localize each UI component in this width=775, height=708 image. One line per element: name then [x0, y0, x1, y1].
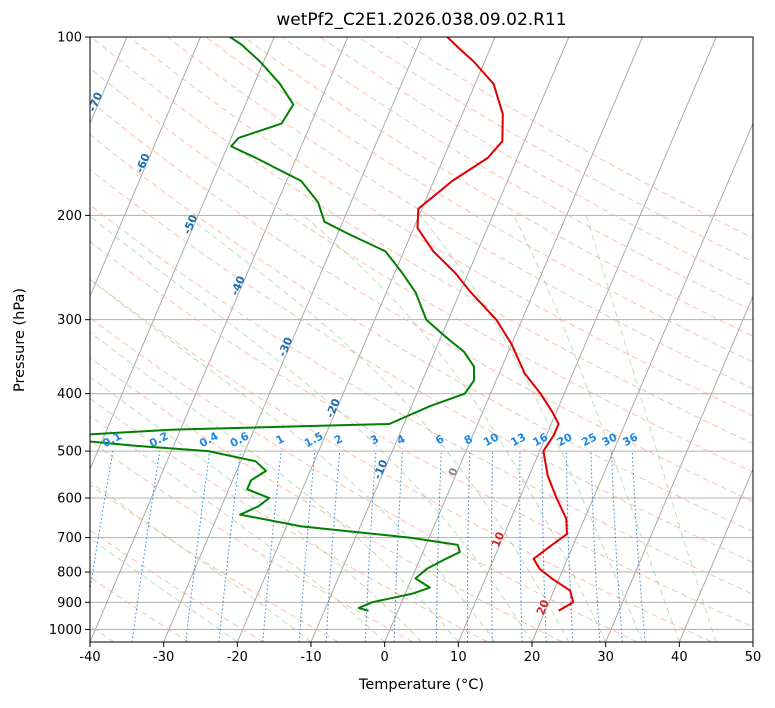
chart-title: wetPf2_C2E1.2026.038.09.02.R11 — [276, 10, 567, 30]
dry-adiabat-line — [90, 529, 264, 642]
dry-adiabat-line — [243, 37, 753, 337]
isotherm-line — [90, 37, 275, 471]
x-tick-label: -10 — [300, 650, 321, 665]
x-tick-label: -30 — [153, 650, 174, 665]
y-tick-label: 800 — [57, 566, 82, 581]
isotherm-label: 20 — [534, 597, 552, 616]
dry-adiabat-line — [90, 397, 488, 642]
moist-adiabat-line — [90, 537, 238, 642]
mixing-ratio-label: 16 — [531, 430, 551, 449]
y-tick-label: 100 — [57, 31, 82, 46]
y-tick-label: 300 — [57, 313, 82, 328]
x-tick-label: -20 — [227, 650, 248, 665]
mixing-ratio-label: 13 — [509, 430, 529, 449]
y-tick-label: 1000 — [49, 623, 82, 638]
moist-adiabat-line — [585, 215, 717, 642]
mixing-ratio-label: 1.5 — [302, 429, 325, 450]
mixing-ratio-line — [631, 451, 646, 642]
temperature-profile-line — [416, 37, 575, 612]
mixing-ratio-label: 3 — [368, 432, 381, 447]
dry-adiabat-line — [129, 37, 753, 417]
isotherm-line — [90, 37, 349, 642]
y-tick-label: 600 — [57, 492, 82, 507]
mixing-ratio-label: 25 — [579, 430, 599, 449]
isotherm-line — [531, 122, 753, 642]
mixing-ratio-line — [435, 451, 442, 642]
axes-frame — [89, 36, 754, 643]
mixing-ratio-line — [298, 451, 316, 642]
dry-adiabat-line — [281, 37, 753, 312]
dry-adiabat-line — [90, 317, 638, 642]
dry-adiabat-line — [90, 241, 753, 628]
x-tick-label: 30 — [597, 650, 614, 665]
moist-adiabat-line — [185, 214, 570, 642]
x-tick-label: 20 — [524, 650, 541, 665]
dry-adiabat-line — [90, 37, 753, 445]
y-tick-label: 200 — [57, 209, 82, 224]
x-tick-label: 40 — [671, 650, 688, 665]
dry-adiabat-line — [90, 134, 753, 533]
dewpoint-profile-line — [90, 37, 475, 612]
moist-adiabat-line — [90, 278, 496, 642]
dry-adiabat-line — [357, 37, 753, 263]
mixing-ratio-label: 0.2 — [147, 429, 170, 450]
moist-adiabat-line — [513, 215, 680, 642]
y-tick-label: 700 — [57, 531, 82, 546]
mixing-ratio-line — [565, 451, 574, 642]
moist-adiabat-line — [90, 376, 422, 642]
dry-adiabat-line — [167, 37, 753, 390]
mixing-ratio-label: 30 — [600, 430, 620, 449]
mixing-ratio-line — [131, 451, 161, 642]
mixing-ratio-label: 0.4 — [197, 429, 221, 450]
mixing-ratio-label: 0.6 — [228, 429, 252, 450]
isotherm-line — [236, 37, 496, 642]
moist-adiabat-line — [90, 415, 386, 642]
dry-adiabat-line — [90, 278, 712, 642]
x-tick-label: 10 — [450, 650, 467, 665]
mixing-ratio-line — [185, 451, 211, 642]
mixing-ratio-label: 4 — [395, 432, 408, 447]
moist-adiabat-line — [90, 331, 459, 642]
moist-adiabat-line — [90, 215, 533, 642]
y-tick-label: 400 — [57, 387, 82, 402]
x-axis-label: Temperature (°C) — [358, 677, 485, 693]
mixing-ratio-label: 6 — [434, 432, 447, 447]
mixing-ratio-line — [218, 451, 241, 642]
isotherm-line — [752, 640, 753, 642]
mixing-ratio-label: 10 — [481, 430, 501, 449]
mixing-ratio-line — [519, 451, 523, 642]
isotherm-line — [678, 467, 753, 642]
isotherm-line — [90, 37, 201, 298]
isotherm-line — [605, 295, 753, 642]
mixing-ratio-label: 20 — [555, 430, 575, 449]
isotherm-label: 10 — [489, 530, 507, 549]
mixing-ratio-line — [90, 451, 114, 593]
moist-adiabat-line — [302, 214, 607, 642]
dry-adiabat-line — [90, 168, 753, 564]
dry-adiabat-line — [90, 100, 753, 503]
dry-adiabat-line — [90, 204, 753, 595]
isotherm-line — [163, 37, 422, 642]
y-tick-label: 900 — [57, 596, 82, 611]
mixing-ratio-label: 2 — [332, 432, 345, 447]
y-axis-label: Pressure (hPa) — [12, 287, 28, 393]
x-tick-label: 50 — [745, 650, 762, 665]
dry-adiabat-line — [90, 356, 563, 642]
dry-adiabat-line — [90, 484, 339, 642]
dry-adiabat-line — [90, 440, 414, 642]
mixing-ratio-label: 36 — [621, 430, 641, 449]
mixing-ratio-line — [262, 451, 282, 642]
dry-adiabat-line — [90, 576, 190, 642]
x-tick-label: 0 — [381, 650, 389, 665]
isotherm-line — [457, 37, 717, 642]
moist-adiabat-line — [419, 214, 643, 642]
x-tick-label: -40 — [79, 650, 100, 665]
isotherm-line — [384, 37, 643, 642]
y-tick-label: 500 — [57, 445, 82, 460]
moist-adiabat-line — [90, 480, 312, 642]
